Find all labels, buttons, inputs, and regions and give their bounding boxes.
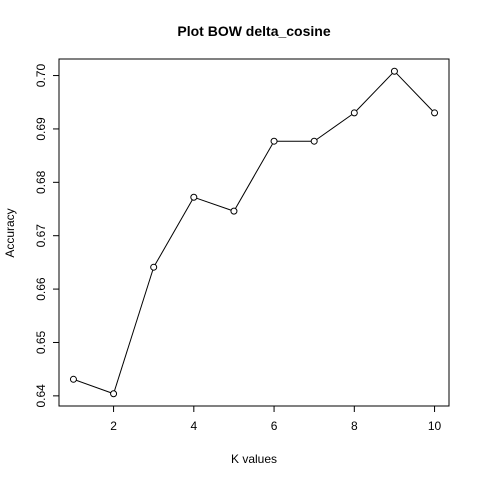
data-point-9 (431, 109, 439, 117)
y-axis: 0.64 0.65 0.66 0.67 0.68 0.69 0.70 (34, 64, 59, 408)
y-tick-label-4: 0.68 (34, 170, 48, 194)
y-axis-label: Accuracy (3, 208, 17, 257)
series-segment-1 (114, 270, 154, 391)
x-tick-label-4: 10 (428, 419, 442, 433)
x-tick-label-1: 4 (190, 419, 197, 433)
data-point-0 (69, 375, 77, 383)
x-tick-label-0: 2 (110, 419, 117, 433)
series-segment-3 (196, 197, 232, 211)
data-point-8 (390, 67, 398, 75)
series-segment-0 (76, 379, 111, 394)
series-segment-7 (356, 73, 393, 111)
y-tick-label-3: 0.67 (34, 224, 48, 248)
x-axis: 2 4 6 8 10 (110, 406, 442, 433)
data-point-3 (190, 193, 198, 201)
y-tick-label-1: 0.65 (34, 330, 48, 354)
data-point-4 (230, 207, 238, 215)
y-tick-label-5: 0.69 (34, 117, 48, 141)
data-point-7 (350, 109, 358, 117)
data-point-2 (150, 263, 158, 271)
series-accuracy (69, 67, 439, 398)
series-segment-2 (154, 199, 193, 265)
data-point-1 (110, 390, 118, 398)
data-point-6 (310, 137, 318, 145)
y-tick-label-0: 0.64 (34, 384, 48, 408)
x-tick-label-2: 6 (271, 419, 278, 433)
series-segment-4 (235, 143, 273, 209)
series-segment-8 (396, 73, 433, 111)
chart-title: Plot BOW delta_cosine (177, 23, 330, 39)
y-tick-label-2: 0.66 (34, 277, 48, 301)
x-tick-label-3: 8 (351, 419, 358, 433)
y-tick-label-6: 0.70 (34, 64, 48, 88)
series-segment-6 (316, 114, 352, 140)
data-point-5 (270, 137, 278, 145)
plot-frame (58, 58, 450, 407)
x-axis-label: K values (231, 452, 277, 466)
